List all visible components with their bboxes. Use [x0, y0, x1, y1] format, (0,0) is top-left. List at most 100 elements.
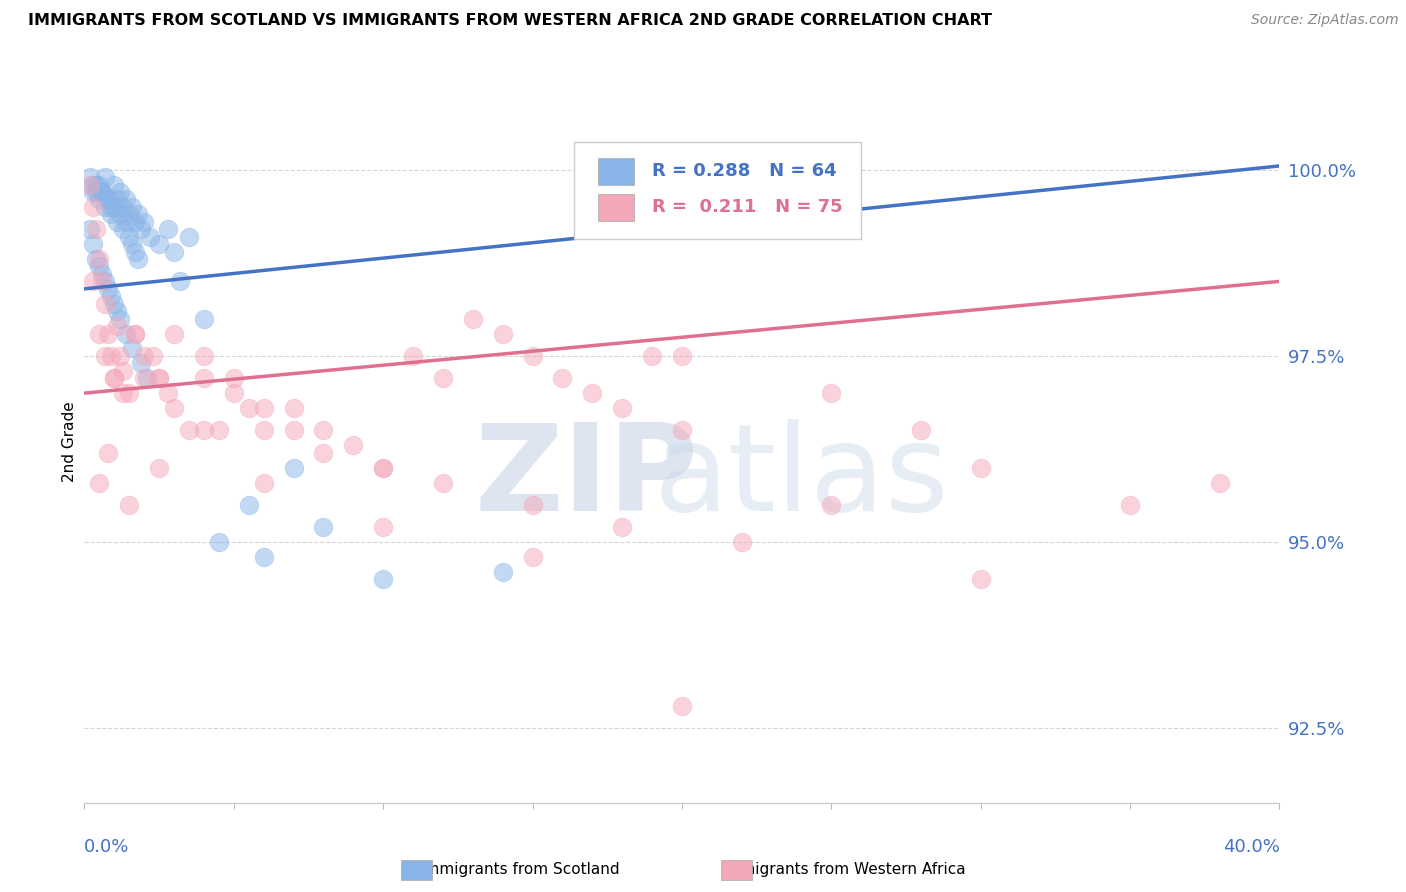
Point [148, 371, 170, 385]
Point [100, 200, 122, 214]
Point [86, 178, 108, 192]
Point [103, 200, 125, 214]
Point [157, 386, 180, 401]
Point [148, 237, 170, 252]
Point [91, 267, 114, 281]
Point [89, 178, 111, 192]
Point [94, 170, 117, 185]
Point [124, 326, 146, 341]
Point [82, 178, 104, 192]
Point [115, 326, 138, 341]
Point [86, 252, 108, 266]
Point [112, 364, 135, 378]
Point [105, 319, 128, 334]
Point [136, 371, 159, 385]
Point [127, 207, 149, 221]
Point [193, 349, 215, 363]
Point [163, 401, 186, 415]
Point [253, 549, 276, 564]
Text: atlas: atlas [654, 419, 949, 536]
Point [79, 222, 101, 236]
Point [97, 282, 120, 296]
Point [432, 475, 454, 490]
Point [89, 252, 111, 266]
Bar [599, 194, 634, 221]
Point [121, 200, 143, 214]
Point [139, 229, 162, 244]
Point [105, 193, 128, 207]
Point [373, 520, 395, 534]
Point [208, 423, 231, 437]
Point [1209, 475, 1232, 490]
Point [89, 475, 111, 490]
Point [148, 460, 170, 475]
Point [115, 193, 138, 207]
Point [91, 185, 114, 199]
Point [312, 423, 335, 437]
Point [238, 498, 260, 512]
Point [177, 229, 200, 244]
Point [124, 215, 146, 229]
Point [612, 520, 634, 534]
Point [129, 356, 152, 370]
Point [103, 297, 125, 311]
Point [283, 460, 305, 475]
Point [82, 274, 104, 288]
Point [124, 326, 146, 341]
Point [110, 311, 132, 326]
FancyBboxPatch shape [575, 142, 862, 239]
Point [97, 193, 120, 207]
Point [208, 535, 231, 549]
Point [177, 423, 200, 437]
Point [100, 289, 122, 303]
Point [283, 401, 305, 415]
Point [820, 386, 842, 401]
Point [132, 215, 156, 229]
Bar [599, 158, 634, 185]
Point [253, 475, 276, 490]
Point [820, 498, 842, 512]
Text: 0.0%: 0.0% [84, 838, 129, 855]
Point [82, 185, 104, 199]
Point [94, 274, 117, 288]
Point [110, 185, 132, 199]
Point [193, 371, 215, 385]
Point [612, 401, 634, 415]
Point [312, 446, 335, 460]
Point [492, 326, 515, 341]
Point [121, 342, 143, 356]
Point [94, 349, 117, 363]
Point [163, 326, 186, 341]
Point [970, 460, 993, 475]
Point [157, 222, 180, 236]
Point [671, 349, 693, 363]
Point [253, 423, 276, 437]
Point [373, 572, 395, 586]
Point [94, 200, 117, 214]
Point [100, 207, 122, 221]
Point [103, 178, 125, 192]
Point [222, 386, 245, 401]
Point [86, 185, 108, 199]
Point [100, 349, 122, 363]
Point [1119, 498, 1142, 512]
Point [89, 326, 111, 341]
Point [283, 423, 305, 437]
Point [169, 274, 191, 288]
Point [373, 460, 395, 475]
Point [312, 520, 335, 534]
Point [105, 304, 128, 318]
Point [522, 349, 544, 363]
Point [342, 438, 364, 452]
Text: R = 0.288   N = 64: R = 0.288 N = 64 [652, 162, 837, 180]
Point [112, 222, 135, 236]
Point [112, 200, 135, 214]
Text: IMMIGRANTS FROM SCOTLAND VS IMMIGRANTS FROM WESTERN AFRICA 2ND GRADE CORRELATION: IMMIGRANTS FROM SCOTLAND VS IMMIGRANTS F… [28, 13, 993, 29]
Point [163, 244, 186, 259]
Point [118, 207, 141, 221]
Point [82, 237, 104, 252]
Point [118, 386, 141, 401]
Point [193, 423, 215, 437]
Point [79, 170, 101, 185]
Point [129, 222, 152, 236]
